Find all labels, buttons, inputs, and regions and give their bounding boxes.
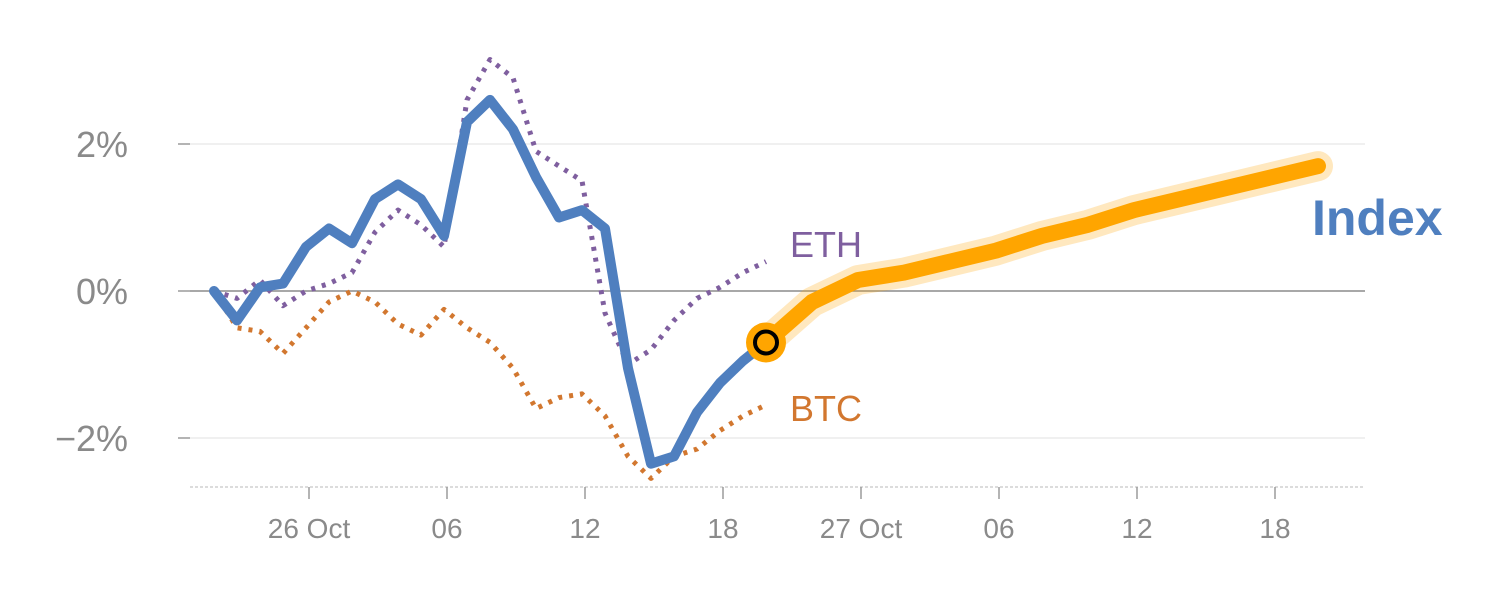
x-tick-label: 26 Oct xyxy=(268,513,351,544)
x-tick-label: 18 xyxy=(707,513,738,544)
x-tick-label: 12 xyxy=(569,513,600,544)
y-tick-label: 0% xyxy=(76,271,128,312)
y-tick-label: 2% xyxy=(76,124,128,165)
series-label-btc: BTC xyxy=(790,388,862,429)
gridlines xyxy=(190,143,1365,439)
series-line-index xyxy=(209,94,771,469)
series-line-eth xyxy=(213,57,768,367)
x-tick-label: 27 Oct xyxy=(820,513,903,544)
x-tick-label: 06 xyxy=(983,513,1014,544)
x-tick-label: 12 xyxy=(1121,513,1152,544)
current-point-marker-group xyxy=(746,322,786,363)
series-lines xyxy=(209,57,1333,481)
x-tick-label: 18 xyxy=(1259,513,1290,544)
current-point-marker xyxy=(753,329,779,356)
projection-line xyxy=(758,158,1326,351)
x-tick-label: 06 xyxy=(431,513,462,544)
y-axis-ticks: 2% 0% −2% xyxy=(55,124,190,459)
series-line-btc xyxy=(211,288,768,481)
series-label-index: Index xyxy=(1312,190,1443,246)
series-labels: ETH BTC Index xyxy=(790,190,1443,429)
series-label-eth: ETH xyxy=(790,224,862,265)
y-tick-label: −2% xyxy=(55,418,128,459)
x-axis-ticks: 26 Oct 06 12 18 27 Oct 06 12 18 xyxy=(268,487,1291,544)
